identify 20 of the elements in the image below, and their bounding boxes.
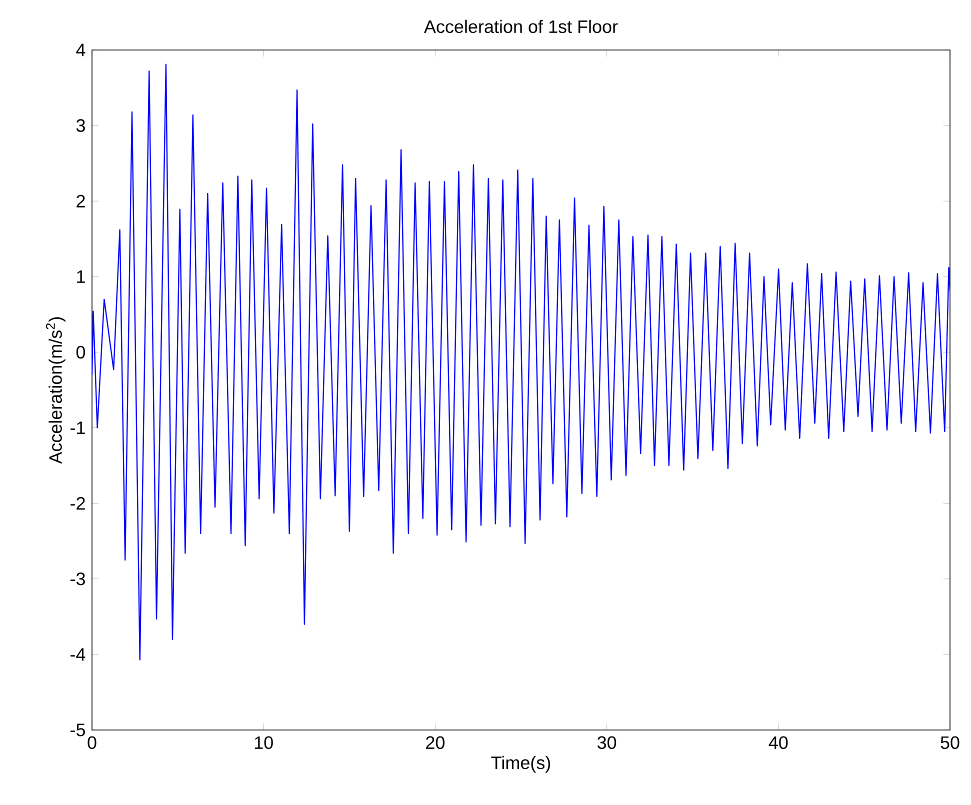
y-tick-label: 4 — [76, 44, 86, 56]
chart-title: Acceleration of 1st Floor — [424, 20, 618, 34]
y-tick-label: -3 — [70, 572, 85, 586]
x-tick-label: 20 — [426, 736, 445, 749]
x-axis-title: Time(s) — [491, 756, 550, 773]
y-tick-label: 2 — [76, 194, 85, 208]
y-tick-label: 0 — [76, 346, 86, 359]
y-tick-label: 1 — [77, 270, 85, 283]
y-tick-label: -2 — [70, 497, 85, 510]
x-tick-label: 50 — [940, 736, 960, 749]
x-tick-label: 30 — [597, 736, 616, 749]
line-series — [92, 64, 950, 660]
x-tick-label: 40 — [768, 736, 788, 749]
y-tick-label: -4 — [70, 648, 86, 661]
y-axis-title: Acceleration(m/s$^{2}$) — [46, 317, 66, 464]
x-tick-label: 10 — [254, 736, 273, 749]
y-tick-label: -1 — [70, 422, 85, 434]
y-tick-label: 3 — [76, 119, 85, 132]
x-tick-label: 0 — [88, 736, 96, 749]
y-tick-label: -5 — [70, 724, 85, 736]
